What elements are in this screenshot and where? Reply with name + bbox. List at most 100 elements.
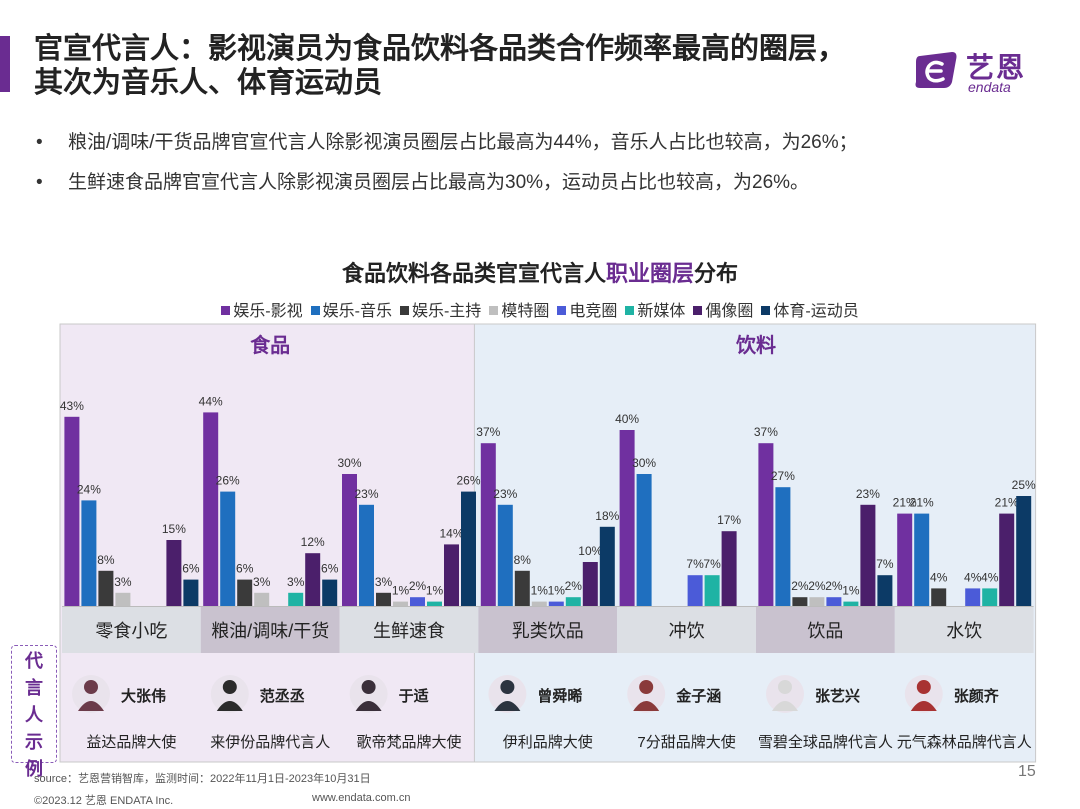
endata-logo: 艺恩 endata	[914, 46, 1044, 96]
bar	[931, 588, 947, 606]
rep-label-char: 例	[25, 759, 43, 779]
data-label: 2%	[409, 579, 427, 593]
bullet-item: • 粮油/调味/干货品牌官宣代言人除影视演员圈层占比最高为44%，音乐人占比也较…	[36, 128, 1036, 168]
category-band	[200, 607, 340, 653]
page-number: 15	[1018, 763, 1036, 780]
legend-label: 新媒体	[637, 303, 686, 320]
legend-label: 模特圈	[501, 303, 550, 320]
legend-label: 娱乐-影视	[233, 303, 303, 320]
data-label: 1%	[531, 584, 549, 598]
avatar-head	[500, 680, 515, 694]
bar	[203, 412, 219, 606]
data-label: 37%	[476, 425, 500, 439]
bar	[427, 601, 442, 606]
representative-name: 张艺兴	[815, 688, 860, 705]
data-label: 17%	[717, 513, 741, 527]
legend-label: 娱乐-音乐	[322, 303, 392, 320]
legend-item: 娱乐-音乐	[310, 297, 392, 321]
data-label: 24%	[77, 482, 101, 496]
avatar-body	[216, 701, 243, 711]
data-label: 14%	[439, 526, 463, 540]
bar	[480, 443, 496, 606]
avatar-head	[778, 680, 792, 694]
source-note: source：艺恩营销智库，监测时间：2022年11月1日-2023年10月31…	[34, 773, 371, 785]
legend-item: 偶像圈	[693, 297, 753, 321]
legend-swatch	[489, 306, 499, 315]
bullet-text: 生鲜速食品牌官宣代言人除影视演员圈层占比最高为30%，运动员占比也较高，为26%…	[68, 172, 810, 193]
legend-item: 模特圈	[489, 297, 549, 321]
category-band	[339, 607, 479, 653]
representative-name: 大张伟	[121, 687, 166, 705]
representative-name: 张颜齐	[954, 687, 1000, 705]
avatar-body	[355, 701, 382, 711]
bar	[98, 570, 114, 606]
bullet-dot: •	[36, 132, 43, 153]
website-link[interactable]: www.endata.com.cn	[312, 792, 411, 804]
bar	[393, 601, 408, 606]
food-panel	[59, 323, 477, 763]
data-label: 2%	[808, 579, 826, 593]
logo-text-en: endata	[968, 79, 1011, 95]
bar	[965, 588, 981, 606]
bar	[758, 443, 774, 606]
avatar-head	[222, 680, 237, 694]
data-label: 27%	[771, 469, 795, 483]
data-label: 8%	[97, 553, 115, 567]
bar	[220, 491, 236, 606]
representative-name: 于适	[399, 687, 429, 705]
bar	[636, 474, 652, 606]
bullet-list: • 粮油/调味/干货品牌官宣代言人除影视演员圈层占比最高为44%，音乐人占比也较…	[36, 128, 1036, 208]
avatar-head	[84, 680, 98, 694]
data-label: 37%	[754, 425, 778, 439]
bar	[254, 592, 270, 606]
data-label: 1%	[392, 584, 410, 598]
legend-swatch	[557, 306, 567, 315]
bar	[999, 513, 1015, 606]
bar	[982, 588, 998, 606]
bar	[599, 526, 615, 606]
bar	[497, 504, 513, 606]
page-title: 官宣代言人：影视演员为食品饮料各品类合作频率最高的圈层， 其次为音乐人、体育运动…	[34, 32, 874, 100]
bar	[376, 592, 391, 606]
data-label: 1%	[548, 584, 566, 598]
bar	[775, 487, 791, 606]
avatar-body	[494, 701, 521, 711]
representative-desc: 7分甜品牌大使	[637, 734, 735, 751]
chart-title-prefix: 食品饮料各品类官宣代言人	[341, 261, 606, 286]
bar	[410, 597, 425, 606]
group-label: 饮料	[735, 333, 776, 357]
bar	[897, 513, 913, 606]
chart-title-suffix: 分布	[694, 261, 739, 286]
logo-text-cn: 艺恩	[966, 52, 1027, 83]
bar	[81, 500, 97, 606]
bar	[809, 597, 825, 606]
x-tick-label: 粮油/调味/干货	[211, 621, 329, 641]
rep-label-char: 人	[25, 705, 43, 725]
representative-name: 曾舜晞	[537, 687, 582, 705]
category-band	[62, 607, 201, 653]
bar	[305, 553, 321, 606]
data-label: 40%	[615, 412, 639, 426]
bar	[237, 579, 253, 606]
data-label: 26%	[216, 474, 240, 488]
data-label: 7%	[703, 557, 721, 571]
legend-swatch	[310, 306, 320, 315]
legend-item: 娱乐-影视	[221, 297, 303, 321]
avatar-body	[633, 701, 660, 711]
title-line-2: 其次为音乐人、体育运动员	[34, 67, 383, 99]
copyright: ©2023.12 艺恩 ENDATA Inc.	[34, 795, 174, 807]
data-label: 1%	[842, 584, 860, 598]
bar	[582, 562, 598, 606]
x-tick-label: 水饮	[946, 621, 982, 641]
bar	[183, 579, 199, 606]
legend-label: 偶像圈	[705, 303, 754, 320]
avatar-body	[772, 701, 798, 711]
data-label: 3%	[287, 575, 305, 589]
x-tick-label: 乳类饮品	[512, 621, 584, 641]
bar	[619, 430, 635, 606]
legend-item: 电竞圈	[557, 297, 617, 321]
representative-desc: 雪碧全球品牌代言人	[758, 733, 893, 751]
legend-item: 娱乐-主持	[399, 297, 481, 321]
bullet-item: • 生鲜速食品牌官宣代言人除影视演员圈层占比最高为30%，运动员占比也较高，为2…	[36, 168, 1036, 208]
data-label: 25%	[1012, 478, 1036, 492]
